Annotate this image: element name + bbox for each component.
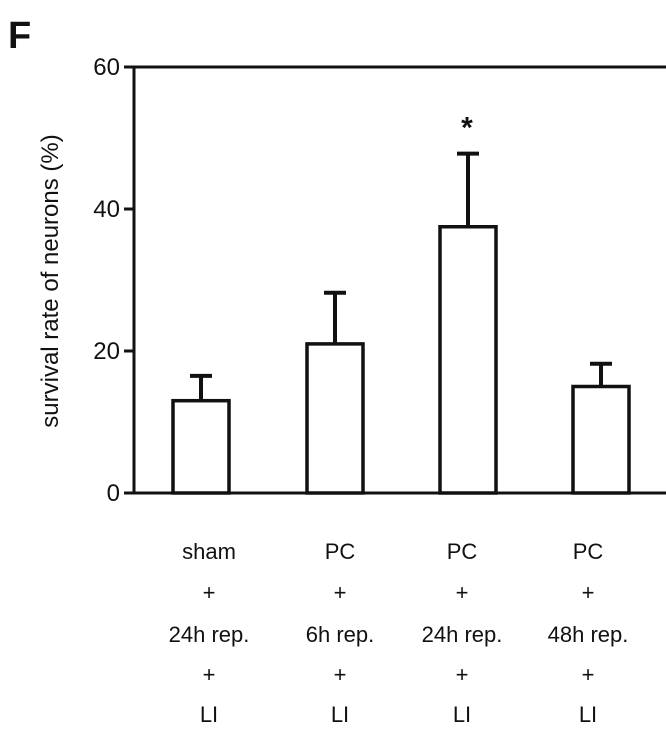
category-label: PC — [573, 539, 604, 564]
y-axis-title: survival rate of neurons (%) — [37, 134, 64, 427]
category-label: PC — [325, 539, 356, 564]
category-label: + — [203, 580, 216, 605]
y-tick-label: 60 — [93, 54, 120, 81]
category-label: 48h rep. — [548, 622, 629, 647]
significance-marker: * — [461, 112, 473, 145]
category-label: LI — [200, 702, 218, 727]
y-tick-label: 20 — [93, 338, 120, 365]
category-label: + — [582, 662, 595, 687]
bar — [573, 387, 629, 494]
category-label: + — [334, 580, 347, 605]
y-tick-label: 0 — [107, 480, 120, 507]
category-label: + — [203, 662, 216, 687]
category-label: + — [334, 662, 347, 687]
category-label: + — [582, 580, 595, 605]
bar — [440, 227, 496, 493]
bar — [307, 344, 363, 493]
category-label: LI — [331, 702, 349, 727]
bar — [173, 401, 229, 493]
category-label: + — [456, 662, 469, 687]
category-label: 6h rep. — [306, 622, 375, 647]
panel-label: F — [8, 15, 31, 57]
category-label: 24h rep. — [169, 622, 250, 647]
category-label: + — [456, 580, 469, 605]
category-label: LI — [579, 702, 597, 727]
category-label: LI — [453, 702, 471, 727]
category-label: PC — [447, 539, 478, 564]
category-label: 24h rep. — [422, 622, 503, 647]
y-tick-label: 40 — [93, 196, 120, 223]
category-label: sham — [182, 539, 236, 564]
plot-area: 0 20 40 60 * sham +24h rep. + LI PC +6h rep. + LI PC +… — [93, 54, 666, 727]
